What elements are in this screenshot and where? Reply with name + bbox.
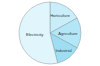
svg-text:Industrial: Industrial: [55, 48, 71, 53]
svg-text:Agriculture: Agriculture: [58, 31, 78, 36]
svg-text:Electricity: Electricity: [26, 32, 43, 37]
svg-text:Horticulture: Horticulture: [50, 14, 70, 18]
